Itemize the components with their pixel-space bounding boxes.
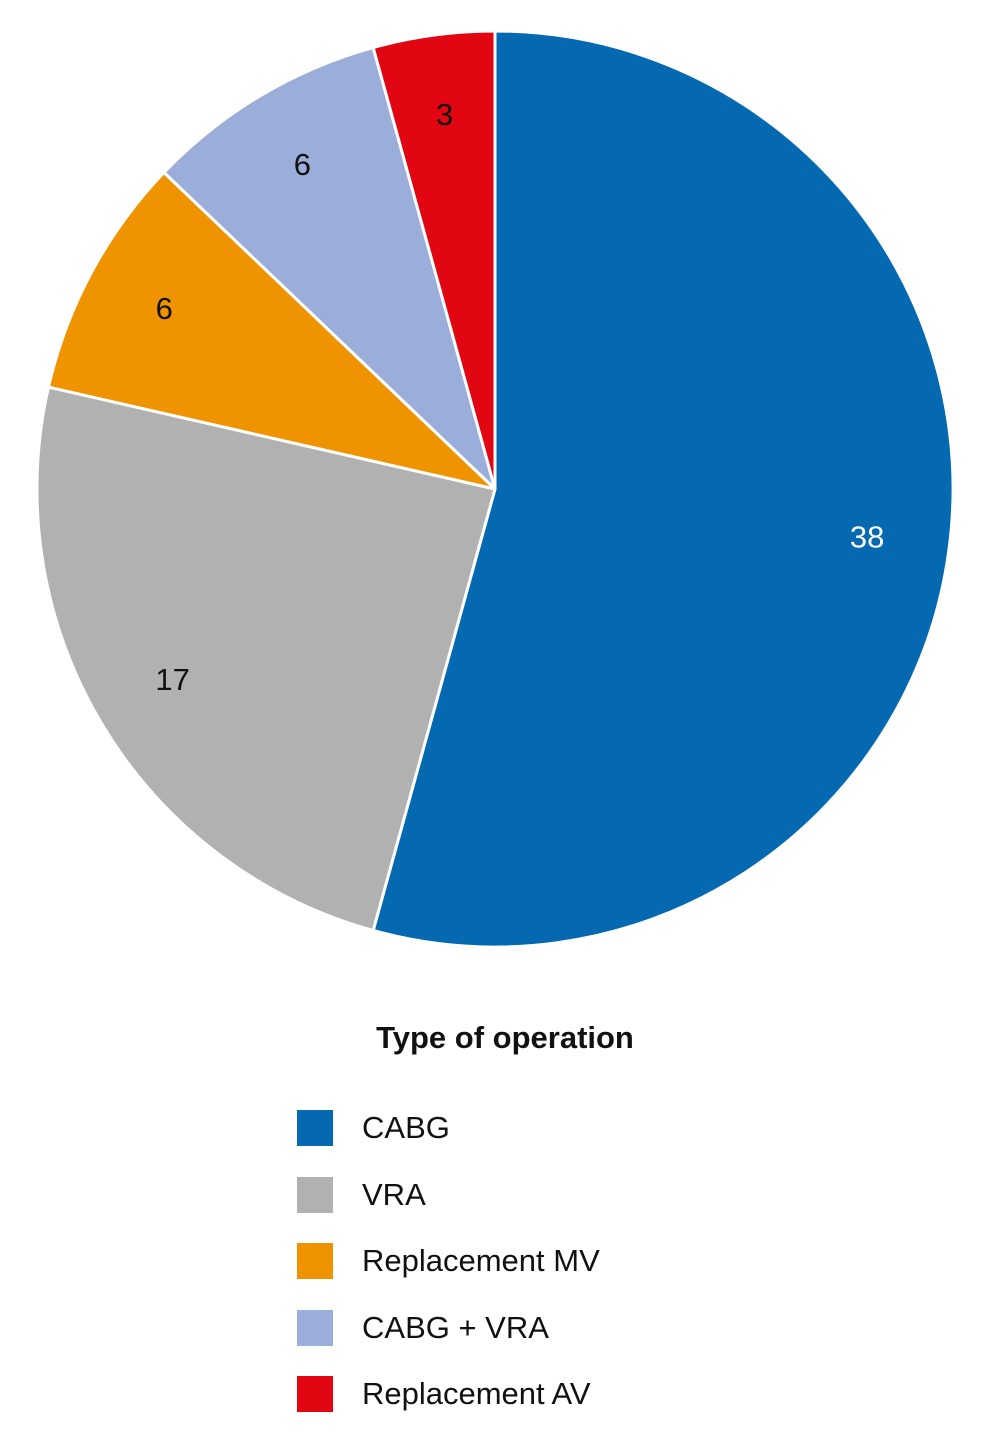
legend: CABG VRA Replacement MV CABG + VRA Repla…	[297, 1110, 600, 1443]
pie-slice-label-cabg-vra: 6	[294, 147, 311, 182]
legend-item-cabg: CABG	[297, 1110, 600, 1146]
legend-label-cabg: CABG	[362, 1110, 450, 1145]
pie-slice-label-replacement-av: 3	[436, 97, 453, 132]
pie-chart: 38 17 6 6 3	[35, 29, 955, 949]
legend-swatch-cabg-vra	[297, 1309, 333, 1346]
legend-title: Type of operation	[376, 1020, 634, 1055]
pie-slice-vra	[35, 385, 497, 932]
pie-slice-replacement-av	[371, 29, 497, 491]
pie-slice-label-replacement-mv: 6	[156, 291, 173, 326]
legend-item-cabg-vra: CABG + VRA	[297, 1309, 600, 1346]
pie-slice-label-cabg: 38	[850, 520, 884, 555]
legend-swatch-vra	[297, 1176, 333, 1213]
pie-slice-label-vra: 17	[155, 662, 189, 697]
legend-label-replacement-av: Replacement AV	[362, 1376, 591, 1411]
legend-swatch-replacement-mv	[297, 1243, 333, 1279]
legend-label-cabg-vra: CABG + VRA	[362, 1309, 549, 1345]
legend-label-replacement-mv: Replacement MV	[362, 1243, 600, 1278]
legend-label-vra: VRA	[362, 1176, 426, 1212]
pie-slice-cabg	[371, 29, 955, 949]
legend-item-vra: VRA	[297, 1176, 600, 1213]
legend-swatch-cabg	[297, 1110, 333, 1146]
legend-item-replacement-mv: Replacement MV	[297, 1243, 600, 1279]
pie-slice-replacement-mv	[46, 170, 497, 491]
legend-item-replacement-av: Replacement AV	[297, 1376, 600, 1412]
legend-swatch-replacement-av	[297, 1376, 333, 1412]
pie-chart-svg: 38 17 6 6 3	[35, 29, 955, 949]
pie-slice-cabg-vra	[162, 46, 497, 491]
